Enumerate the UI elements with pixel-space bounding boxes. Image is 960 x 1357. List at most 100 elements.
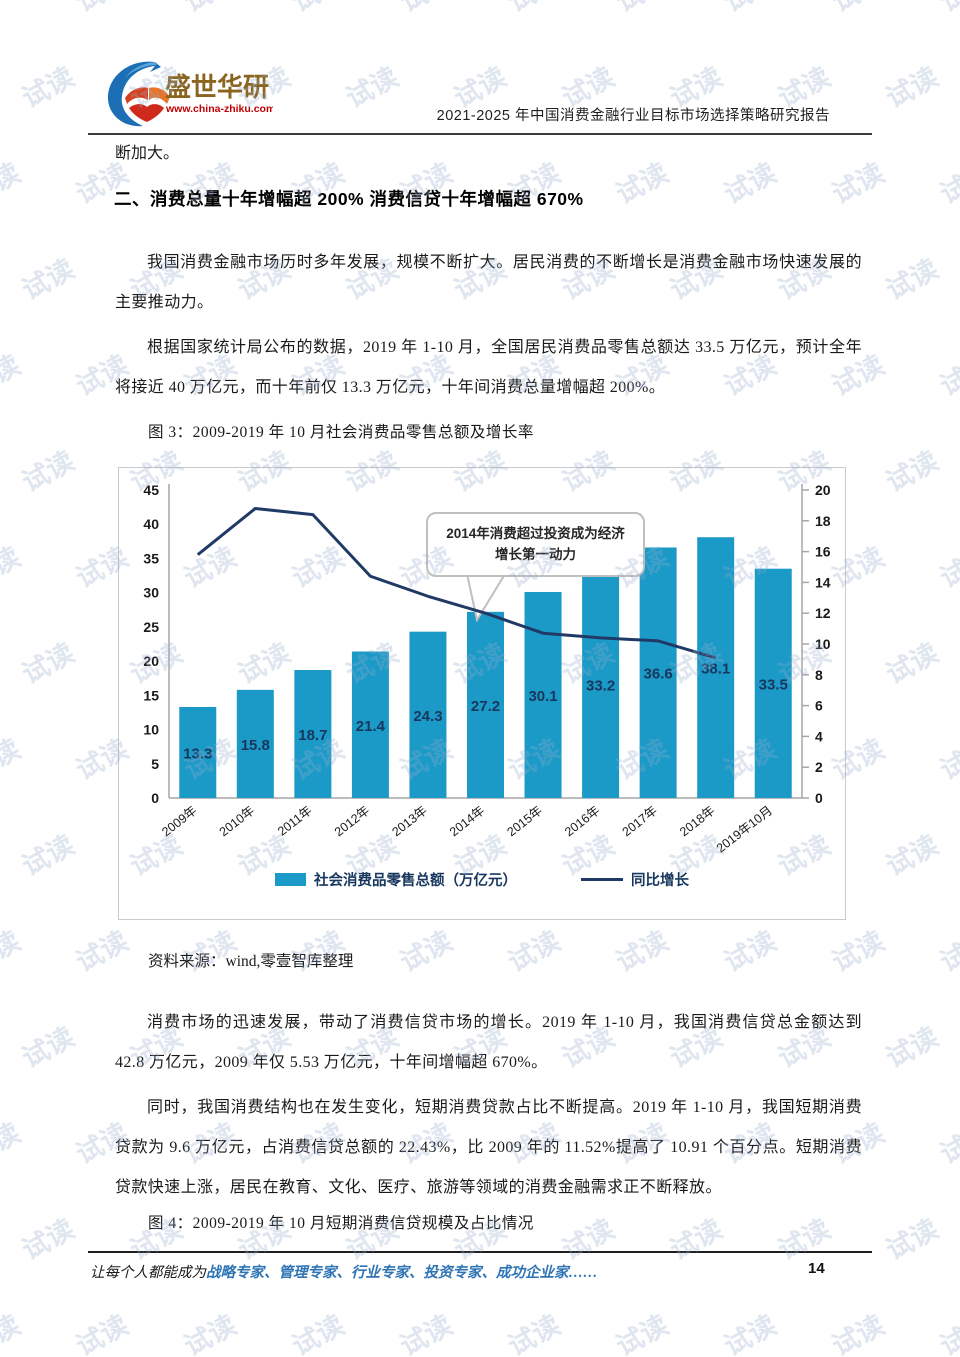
watermark-text: 试读 xyxy=(719,157,782,210)
watermark-text: 试读 xyxy=(557,1213,620,1266)
watermark-text: 试读 xyxy=(503,1309,566,1357)
svg-text:30: 30 xyxy=(143,585,159,601)
watermark-text: 试读 xyxy=(935,925,960,978)
logo-url-text: www.china-zhiku.com xyxy=(165,103,273,115)
svg-text:2011年: 2011年 xyxy=(275,803,315,838)
watermark-text: 试读 xyxy=(935,157,960,210)
watermark-text: 试读 xyxy=(0,733,26,786)
watermark-text: 试读 xyxy=(935,1117,960,1170)
svg-text:15.8: 15.8 xyxy=(241,737,270,754)
paragraph-1: 我国消费金融市场历时多年发展，规模不断扩大。居民消费的不断增长是消费金融市场快速… xyxy=(115,254,862,311)
watermark-text: 试读 xyxy=(881,637,944,690)
lead-text: 断加大。 xyxy=(115,145,180,162)
svg-text:8: 8 xyxy=(815,667,823,683)
watermark-text: 试读 xyxy=(881,253,944,306)
svg-text:13.3: 13.3 xyxy=(183,745,212,762)
header-divider xyxy=(88,133,872,135)
svg-text:2015年: 2015年 xyxy=(505,803,545,839)
watermark-text: 试读 xyxy=(824,0,890,19)
watermark-text: 试读 xyxy=(881,445,944,498)
watermark-text: 试读 xyxy=(392,0,458,19)
svg-text:15: 15 xyxy=(143,687,159,703)
svg-text:16: 16 xyxy=(815,544,831,560)
watermark-text: 试读 xyxy=(608,0,674,19)
watermark-text: 试读 xyxy=(17,61,80,114)
watermark-text: 试读 xyxy=(719,925,782,978)
watermark-text: 试读 xyxy=(827,1309,890,1357)
svg-text:2: 2 xyxy=(815,759,823,775)
watermark-text: 试读 xyxy=(611,925,674,978)
chart-legend: 社会消费品零售总额（万亿元） 同比增长 xyxy=(119,869,845,890)
svg-text:0: 0 xyxy=(815,790,823,806)
watermark-text: 试读 xyxy=(665,1213,728,1266)
watermark-text: 试读 xyxy=(71,925,134,978)
svg-text:2018年: 2018年 xyxy=(677,803,717,839)
svg-text:38.1: 38.1 xyxy=(701,661,730,678)
watermark-text: 试读 xyxy=(395,1309,458,1357)
svg-text:27.2: 27.2 xyxy=(471,698,500,715)
footer-slogan: 让每个人都能成为战略专家、管理专家、行业专家、投资专家、成功企业家…… xyxy=(90,1261,598,1282)
watermark-text: 试读 xyxy=(179,1309,242,1357)
svg-text:2016年: 2016年 xyxy=(562,803,602,839)
svg-text:2010年: 2010年 xyxy=(217,803,257,839)
bar-series-swatch-icon xyxy=(275,873,306,886)
svg-text:2019年10月: 2019年10月 xyxy=(714,803,775,855)
footer-slogan-highlight: 战略专家、管理专家、行业专家、投资专家、成功企业家…… xyxy=(206,1265,598,1281)
svg-text:40: 40 xyxy=(143,516,159,532)
svg-text:0: 0 xyxy=(151,790,159,806)
watermark-text: 试读 xyxy=(17,829,80,882)
logo-name-text: 盛世华研 xyxy=(165,72,269,102)
svg-text:36.6: 36.6 xyxy=(644,666,673,683)
legend-item-line: 同比增长 xyxy=(581,869,689,890)
watermark-text: 试读 xyxy=(935,1309,960,1357)
watermark-text: 试读 xyxy=(0,925,26,978)
svg-text:10: 10 xyxy=(815,636,831,652)
watermark-text: 试读 xyxy=(881,61,944,114)
chart-annotation-callout: 2014年消费超过投资成为经济增长第一动力 xyxy=(426,512,645,577)
watermark-text: 试读 xyxy=(68,0,134,19)
svg-text:5: 5 xyxy=(151,756,159,772)
watermark-text: 试读 xyxy=(935,733,960,786)
watermark-text: 试读 xyxy=(611,1309,674,1357)
watermark-text: 试读 xyxy=(17,1021,80,1074)
source-note: 资料来源：wind,零壹智库整理 xyxy=(148,953,354,970)
line-series-swatch-icon xyxy=(581,878,623,881)
legend-item-bar: 社会消费品零售总额（万亿元） xyxy=(275,869,517,890)
watermark-text: 试读 xyxy=(0,1117,26,1170)
svg-text:14: 14 xyxy=(815,574,831,590)
watermark-text: 试读 xyxy=(0,349,26,402)
watermark-text: 试读 xyxy=(773,1213,836,1266)
company-logo-icon: 盛世华研 www.china-zhiku.com xyxy=(107,61,273,127)
svg-text:25: 25 xyxy=(143,619,159,635)
watermark-text: 试读 xyxy=(881,829,944,882)
report-title: 2021-2025 年中国消费金融行业目标市场选择策略研究报告 xyxy=(436,108,830,124)
svg-text:20: 20 xyxy=(815,482,831,498)
paragraph-2: 根据国家统计局公布的数据，2019 年 1-10 月，全国居民消费品零售总额达 … xyxy=(115,339,862,396)
watermark-text: 试读 xyxy=(881,1213,944,1266)
svg-text:12: 12 xyxy=(815,605,831,621)
watermark-text: 试读 xyxy=(500,0,566,19)
page-number: 14 xyxy=(808,1260,825,1277)
figure3-chart: 0 5 10 15 20 25 30 35 40 45 0 2 4 6 8 10 12 14 16 18 20 13.3 1… xyxy=(118,467,846,920)
watermark-text: 试读 xyxy=(17,253,80,306)
watermark-text: 试读 xyxy=(0,157,26,210)
watermark-text: 试读 xyxy=(881,1021,944,1074)
watermark-text: 试读 xyxy=(287,1309,350,1357)
watermark-text: 试读 xyxy=(503,925,566,978)
svg-text:4: 4 xyxy=(815,728,823,744)
watermark-text: 试读 xyxy=(932,0,960,19)
watermark-text: 试读 xyxy=(284,0,350,19)
section-heading: 二、消费总量十年增幅超 200% 消费信贷十年增幅超 670% xyxy=(114,189,584,209)
watermark-text: 试读 xyxy=(17,637,80,690)
svg-text:20: 20 xyxy=(143,653,159,669)
watermark-text: 试读 xyxy=(0,0,26,19)
watermark-text: 试读 xyxy=(176,0,242,19)
legend-label-bar: 社会消费品零售总额（万亿元） xyxy=(314,873,517,889)
svg-text:21.4: 21.4 xyxy=(356,718,386,735)
watermark-text: 试读 xyxy=(71,1309,134,1357)
figure4-caption: 图 4：2009-2019 年 10 月短期消费信贷规模及占比情况 xyxy=(148,1215,534,1232)
footer-slogan-prefix: 让每个人都能成为 xyxy=(90,1265,206,1281)
svg-text:2009年: 2009年 xyxy=(159,803,199,839)
combo-chart: 0 5 10 15 20 25 30 35 40 45 0 2 4 6 8 10 12 14 16 18 20 13.3 1… xyxy=(143,482,831,855)
paragraph-3: 消费市场的迅速发展，带动了消费信贷市场的增长。2019 年 1-10 月，我国消… xyxy=(115,1014,862,1071)
